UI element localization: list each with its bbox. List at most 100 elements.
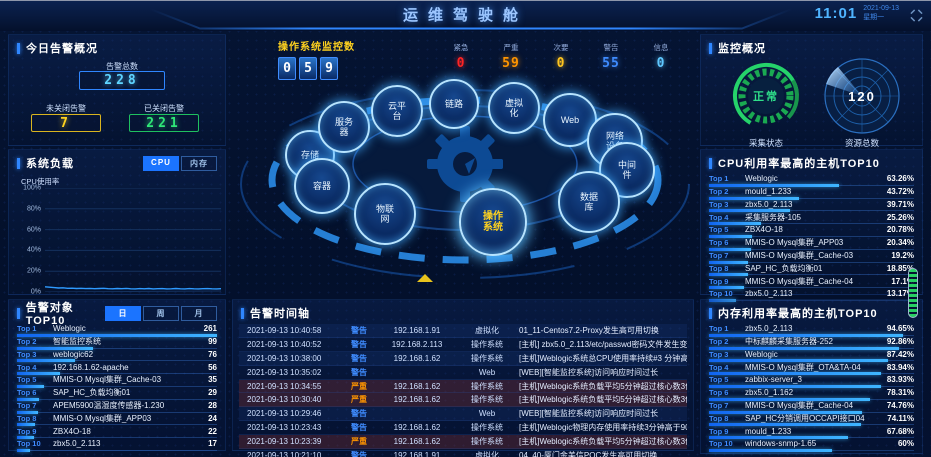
cell-time: 2021-09-13 10:40:58	[247, 325, 322, 335]
host-value: 20.78%	[886, 225, 914, 235]
page-title: 运维驾驶舱	[402, 7, 528, 24]
counter-label: 严重	[503, 43, 519, 52]
host-value: 25.26%	[886, 212, 914, 222]
object-name: weblogic62	[53, 349, 94, 359]
host-value: 63.26%	[886, 174, 914, 184]
tab-day[interactable]: 日	[105, 305, 141, 321]
bar-track	[17, 411, 217, 413]
host-name: mould_1.233	[745, 187, 792, 197]
ring-node-database[interactable]: 数据库	[558, 171, 620, 233]
ring-node-virtualization[interactable]: 虚拟化	[488, 82, 540, 134]
host-value: 17.1%	[891, 276, 914, 286]
list-item: Top 8 MMIS-O Mysql集群_APP03 24	[17, 414, 217, 427]
host-value: 43.72%	[886, 187, 914, 197]
node-label: 容器	[312, 180, 331, 191]
host-name: MMIS-O Mysql集群_Cache-03	[745, 251, 854, 261]
host-name: mould_1.233	[745, 426, 792, 436]
bar-fill	[709, 346, 900, 350]
host-name: zbx5.0_1.162	[745, 388, 794, 398]
cell-severity: 严重	[351, 395, 367, 405]
list-item: Top 8 SAP_HC_负载均衡01 18.85%	[709, 264, 914, 277]
tab-memory[interactable]: 内存	[181, 155, 217, 171]
ring-node-link[interactable]: 链路	[429, 79, 479, 129]
cell-type: 虚拟化	[475, 450, 499, 457]
cell-time: 2021-09-13 10:23:43	[247, 423, 322, 433]
header-trapezoid-line	[149, 8, 793, 30]
object-value: 99	[208, 337, 217, 347]
ring-node-server[interactable]: 服务器	[318, 101, 370, 153]
collection-status-gauge: 正常	[731, 61, 801, 131]
list-item: Top 2 mould_1.233 43.72%	[709, 187, 914, 200]
host-value: 74.76%	[886, 401, 914, 411]
gear-icon	[427, 126, 503, 202]
list-item: Top 5 MMIS-O Mysql集群_Cache-03 35	[17, 375, 217, 388]
bar-fill	[17, 423, 36, 427]
object-value: 17	[208, 439, 217, 449]
list-item: Top 10 zbx5.0_2.113 17	[17, 439, 217, 452]
fullscreen-icon[interactable]	[910, 9, 923, 22]
host-name: zabbix-server_3	[745, 375, 802, 385]
host-name: MMIS-O Mysql集群_APP03	[745, 238, 844, 248]
host-value: 13.17%	[886, 289, 914, 299]
host-name: 中标麒麟采集服务器-252	[745, 337, 834, 347]
ring-node-middleware[interactable]: 中间件	[599, 142, 655, 198]
cell-ip: 192.168.2.113	[391, 339, 443, 349]
ring-node-container[interactable]: 容器	[294, 158, 350, 214]
digit-card: 9	[320, 57, 338, 80]
alert-timeline-table: 2021-09-13 10:40:58 警告 192.168.1.91 虚拟化 …	[239, 324, 687, 457]
list-item: Top 4 采集服务器-105 25.26%	[709, 212, 914, 226]
list-item: Top 5 zabbix-server_3 83.93%	[709, 375, 914, 388]
tab-week[interactable]: 周	[143, 305, 179, 321]
host-name: SAP_HC_负载均衡01	[745, 263, 823, 273]
list-item: Top 6 SAP_HC_负载均衡01 29	[17, 388, 217, 401]
ring-node-cloud-platform[interactable]: 云平台	[371, 85, 423, 137]
object-value: 22	[208, 426, 217, 436]
clock-time: 11:01	[814, 5, 858, 22]
cell-type: 虚拟化	[475, 325, 499, 335]
os-monitor-label: 操作系统监控数	[278, 42, 355, 53]
bar-fill	[17, 333, 217, 337]
cell-type: Web	[478, 409, 496, 419]
cell-message: [主机]Weblogic系统负载平均5分钟超过核心数3倍核心数，系统负载过高	[519, 395, 687, 405]
alert-objects-list: Top 1 Weblogic 261 Top 2 智能监控系统 99 Top 3…	[17, 324, 217, 452]
digit-card: 5	[299, 57, 317, 80]
cell-message: [主机] zbx5.0_2.113/etc/passwd密码文件发生变更	[519, 339, 687, 349]
rank-label: Top 4	[17, 362, 37, 372]
host-value: 74.11%	[887, 413, 914, 423]
rank-label: Top 8	[709, 413, 729, 423]
tab-cpu[interactable]: CPU	[143, 155, 179, 171]
object-name: ZBX4O-18	[53, 426, 91, 436]
ring-node-os-selected[interactable]: 操作系统	[459, 188, 527, 256]
panel-system-load: 系统负载 CPU 内存 CPU使用率 100% 80% 60% 40% 20% …	[8, 149, 226, 296]
counter-value: 55	[602, 56, 620, 71]
ring-node-iot[interactable]: 物联网	[354, 183, 416, 245]
cell-severity: 警告	[351, 353, 367, 363]
host-value: 83.94%	[886, 362, 914, 372]
cell-type: Web	[478, 367, 496, 377]
bar-track	[709, 274, 914, 276]
cell-message: [主机]Weblogic系统负载平均5分钟超过核心数3倍核心数，系统负载过高	[519, 437, 687, 447]
bar-fill	[709, 298, 736, 302]
cell-severity: 警告	[351, 450, 367, 457]
host-value: 20.34%	[886, 238, 914, 248]
scrollbar[interactable]	[908, 268, 918, 318]
tab-month[interactable]: 月	[181, 305, 217, 321]
host-name: MMIS-O Mysql集群_Cache-04	[745, 276, 854, 286]
ytick: 100%	[23, 184, 41, 192]
panel-mem-top10: 内存利用率最高的主机TOP10 Top 1 zbx5.0_2.113 94.65…	[700, 299, 923, 454]
cell-severity: 警告	[351, 409, 367, 419]
object-value: 24	[208, 413, 217, 423]
cell-severity: 警告	[351, 423, 367, 433]
resource-total-radar: 120	[823, 57, 901, 135]
table-row: 2021-09-13 10:38:00 警告 192.168.1.62 操作系统…	[239, 351, 687, 366]
list-item: Top 5 ZBX4O-18 20.78%	[709, 225, 914, 238]
counter-value: 0	[656, 56, 666, 71]
bar-fill	[709, 384, 882, 388]
panel-alert-timeline: 告警时间轴 2021-09-13 10:40:58 警告 192.168.1.9…	[232, 299, 694, 457]
rank-label: Top 9	[17, 426, 37, 436]
list-item: Top 1 Weblogic 63.26%	[709, 174, 914, 187]
counter-label: 警告	[603, 43, 619, 52]
cpu-top10-list: Top 1 Weblogic 63.26% Top 2 mould_1.233 …	[709, 174, 914, 302]
cell-severity: 警告	[351, 325, 367, 335]
